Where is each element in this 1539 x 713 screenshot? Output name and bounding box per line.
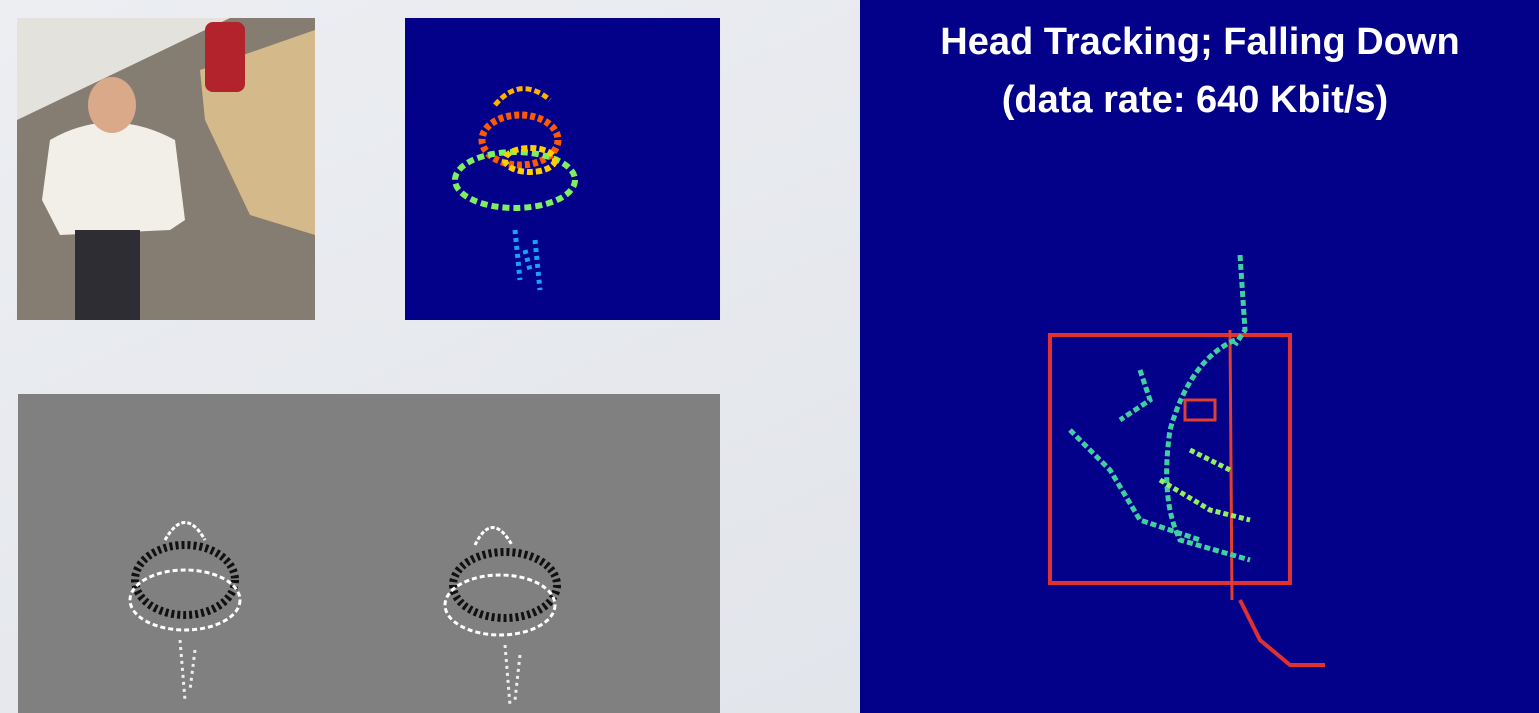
event-background — [405, 18, 720, 320]
person-legs — [75, 230, 140, 320]
event-blob — [502, 145, 558, 175]
tracking-events — [1068, 254, 1251, 563]
tracking-background — [860, 0, 1539, 713]
head-trajectory — [1238, 599, 1325, 667]
tracking-box — [1048, 333, 1292, 585]
tracking-subtitle: (data rate: 640 Kbit/s) — [1002, 79, 1388, 121]
shape — [131, 541, 239, 619]
event-legs — [512, 229, 543, 291]
polarity-figure — [443, 526, 561, 706]
polarity-panel — [18, 394, 720, 713]
shape — [503, 644, 522, 706]
tracking-panel: Head Tracking; Falling Down (data rate: … — [860, 0, 1539, 713]
event-panel — [405, 18, 720, 320]
wall — [17, 18, 230, 120]
shape — [178, 639, 197, 701]
person-shirt — [42, 122, 185, 235]
tracking-title: Head Tracking; Falling Down — [940, 21, 1459, 63]
tracking-events — [1158, 447, 1251, 523]
photo-panel — [17, 18, 315, 320]
chair — [205, 22, 245, 92]
person-head — [88, 77, 136, 133]
shape — [473, 526, 514, 546]
shape — [449, 548, 561, 622]
event-arc — [493, 86, 552, 107]
shape — [443, 573, 557, 637]
event-blob — [478, 111, 562, 169]
polarity-figure — [128, 521, 242, 701]
polarity-background — [18, 394, 720, 713]
shape — [128, 568, 242, 632]
shape — [163, 521, 207, 541]
